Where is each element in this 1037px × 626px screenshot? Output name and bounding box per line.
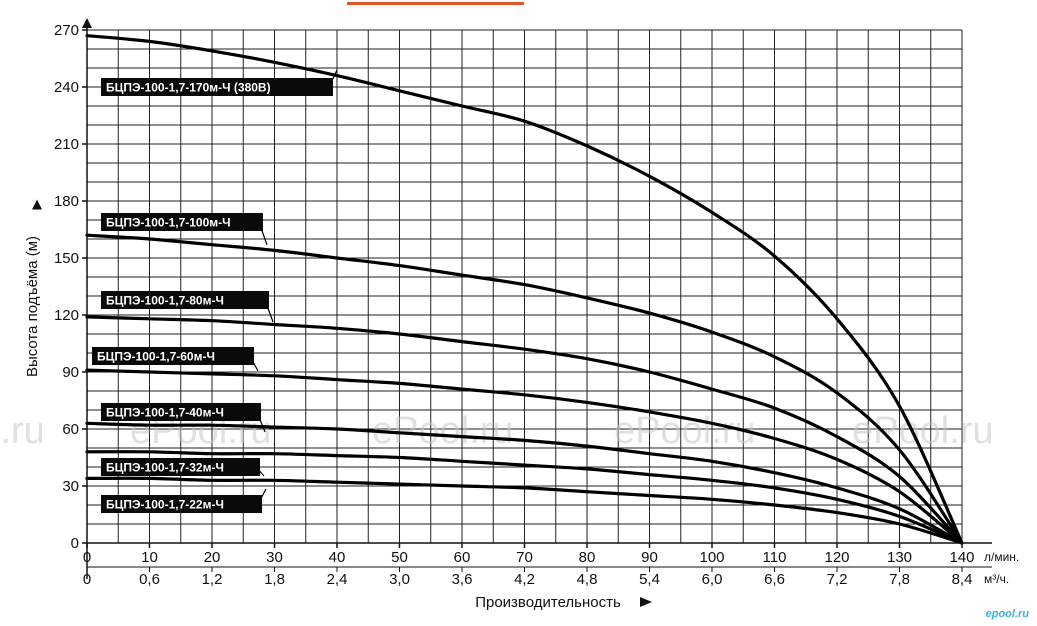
x-tick-label: 20: [204, 549, 221, 566]
y-axis-arrow: [82, 18, 92, 28]
series-label-box: [92, 347, 254, 365]
y-tick-label: 270: [54, 22, 79, 39]
x2-tick-label: 1,2: [202, 571, 223, 588]
x2-tick-label: 6,6: [764, 571, 785, 588]
x-unit-secondary: м³/ч.: [984, 572, 1009, 586]
y-tick-label: 60: [62, 421, 79, 438]
x-axis-title: Производительность: [475, 594, 621, 611]
x-tick-label: 130: [887, 549, 912, 566]
series-label: БЦПЭ-100-1,7-60м-Ч: [97, 350, 215, 364]
x2-tick-label: 0: [83, 571, 91, 588]
series-label-box: [101, 291, 269, 309]
series-label-box: [101, 213, 263, 231]
series-line: [85, 233, 964, 545]
x-tick-label: 30: [266, 549, 283, 566]
y-tick-label: 0: [71, 535, 79, 552]
x2-tick-label: 2,4: [327, 571, 348, 588]
series-line: [85, 34, 964, 545]
y-tick-label: 150: [54, 250, 79, 267]
series-label: БЦПЭ-100-1,7-80м-Ч: [106, 294, 224, 308]
y-tick-label: 120: [54, 307, 79, 324]
series-label: БЦПЭ-100-1,7-22м-Ч: [106, 498, 224, 512]
series-label: БЦПЭ-100-1,7-40м-Ч: [106, 406, 224, 420]
x-tick-label: 110: [763, 549, 787, 566]
x-tick-label: 50: [391, 549, 408, 566]
series-line: [85, 315, 964, 545]
y-tick-label: 210: [54, 136, 79, 153]
series-layer: [85, 34, 964, 545]
x2-tick-label: 3,6: [452, 571, 473, 588]
x2-tick-label: 8,4: [952, 571, 973, 588]
x2-tick-label: 4,8: [577, 571, 598, 588]
watermark-text: ePool.ru: [852, 410, 994, 452]
x-tick-label: 120: [824, 549, 849, 566]
series-labels: БЦПЭ-100-1,7-170м-Ч (380В) БЦПЭ-100-1,7-1…: [92, 69, 338, 513]
top-accent-bar: [347, 2, 524, 5]
x2-tick-label: 1,8: [264, 571, 285, 588]
series-label-box: [101, 78, 333, 96]
x2-tick-label: 5,4: [639, 571, 660, 588]
series-label-box: [101, 458, 260, 476]
y-tick-label: 240: [54, 79, 79, 96]
x-tick-label: 60: [454, 549, 471, 566]
series-label: БЦПЭ-100-1,7-100м-Ч: [106, 216, 231, 230]
series-label: БЦПЭ-100-1,7-170м-Ч (380В): [106, 81, 271, 95]
x-tick-label: 70: [516, 549, 533, 566]
watermark-text: l.ru: [0, 410, 45, 452]
series-label: БЦПЭ-100-1,7-32м-Ч: [106, 461, 224, 475]
x-unit-primary: л/мин.: [984, 550, 1019, 564]
axes: 0 30 60 90 120 150 180 210 240 270 0 10 20 30 40 50 60 70…: [24, 18, 1019, 611]
series-line: [85, 450, 964, 545]
x2-tick-label: 4,2: [514, 571, 535, 588]
y-axis-title: Высота подъёма (м): [24, 236, 41, 377]
x-tick-label: 90: [641, 549, 658, 566]
x-tick-label: 100: [699, 549, 724, 566]
y-tick-label: 30: [62, 478, 79, 495]
series-label-box: [101, 403, 261, 421]
series-label-box: [101, 495, 262, 513]
series-line: [85, 476, 964, 545]
brand-logo: epool.ru: [985, 608, 1029, 620]
x2-tick-label: 7,8: [889, 571, 910, 588]
y-tick-label: 90: [62, 364, 79, 381]
x-tick-label: 40: [329, 549, 346, 566]
x2-tick-label: 6,0: [702, 571, 723, 588]
x-tick-label: 140: [949, 549, 974, 566]
x2-tick-label: 7,2: [827, 571, 848, 588]
series-line: [85, 421, 964, 545]
watermark-text: ePool.ru: [614, 410, 756, 452]
y-axis-title-arrow: [32, 199, 42, 210]
series-line: [85, 368, 964, 545]
y-tick-label: 180: [54, 193, 79, 210]
x-tick-label: 0: [83, 549, 91, 566]
x-axis-title-arrow: [640, 597, 652, 607]
x2-tick-label: 3,0: [389, 571, 410, 588]
x2-tick-label: 0,6: [139, 571, 160, 588]
x-tick-label: 80: [579, 549, 596, 566]
x-tick-label: 10: [141, 549, 158, 566]
